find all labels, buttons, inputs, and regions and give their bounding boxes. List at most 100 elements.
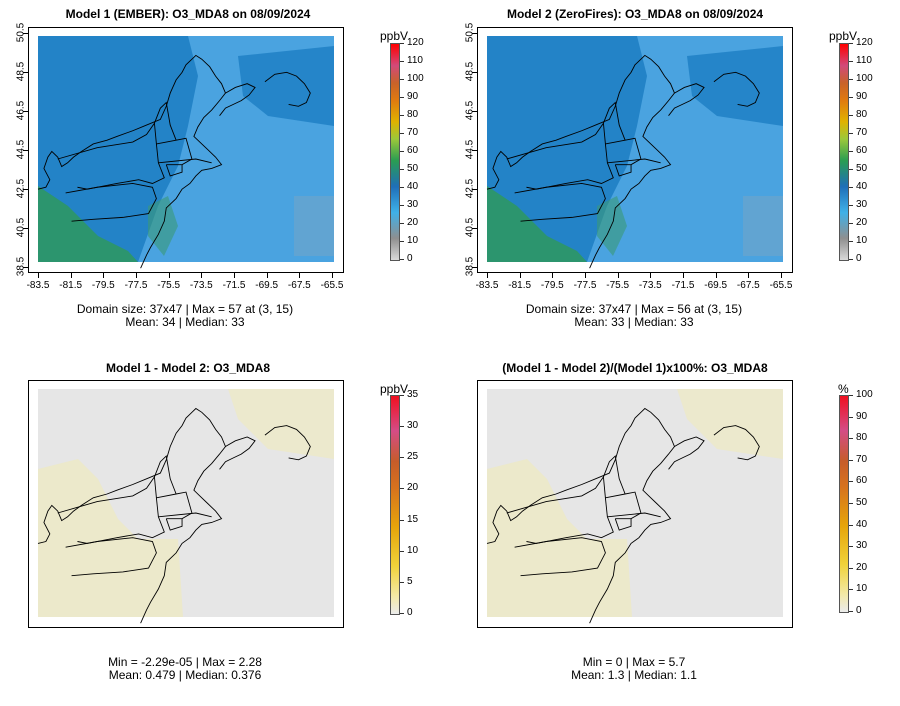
colorbar-units: ppbV [380, 382, 409, 396]
x-tick-label: -79.5 [91, 280, 115, 291]
colorbar-tick [849, 395, 853, 396]
map-plot [29, 36, 334, 272]
x-tick-label: -71.5 [222, 280, 246, 291]
x-tick-label: -81.5 [59, 280, 83, 291]
y-tick-mark [472, 150, 477, 151]
colorbar-label: 15 [407, 513, 419, 525]
colorbar-tick [400, 115, 404, 116]
stat-line-1: Min = -2.29e-05 | Max = 2.28 [108, 655, 262, 669]
y-tick-mark [23, 72, 28, 73]
colorbar-label: 110 [856, 55, 872, 66]
colorbar-label: 70 [407, 127, 419, 138]
colorbar-tick [400, 97, 404, 98]
y-tick-label: 50.5 [15, 22, 27, 43]
map-plot [478, 36, 783, 272]
colorbar-tick [849, 611, 853, 612]
stat-line-2: Mean: 34 | Median: 33 [125, 315, 245, 329]
colorbar-label: 80 [856, 109, 868, 120]
x-tick-label: -83.5 [475, 280, 499, 291]
stat-line-2: Mean: 33 | Median: 33 [574, 315, 694, 329]
stat-line-1: Domain size: 37x47 | Max = 56 at (3, 15) [525, 302, 743, 316]
colorbar-label: 20 [407, 217, 419, 228]
colorbar-units: ppbV [829, 29, 858, 43]
colorbar-tick [849, 187, 853, 188]
x-tick-label: -67.5 [287, 280, 311, 291]
colorbar-tick [849, 567, 853, 569]
colorbar-tick [400, 613, 404, 614]
concentration-field [38, 36, 334, 262]
colorbar-tick [400, 223, 404, 224]
colorbar-label: 20 [407, 482, 419, 494]
x-tick-label: -69.5 [704, 280, 728, 291]
colorbar-label: 5 [407, 575, 413, 587]
y-tick-label: 42.5 [15, 178, 27, 199]
boundary-lines [487, 409, 759, 624]
colorbar-gradient [839, 395, 849, 613]
x-tick-mark [168, 273, 170, 278]
y-tick-label: 40.5 [15, 217, 27, 238]
boundary-lines [487, 55, 759, 268]
y-tick-label: 38.5 [464, 256, 476, 277]
colorbar-tick [400, 581, 404, 583]
y-tick-mark [23, 228, 28, 229]
x-tick-mark [617, 273, 619, 278]
y-tick-mark [23, 267, 28, 268]
x-tick-label: -65.5 [769, 280, 793, 291]
map-frame [28, 27, 344, 273]
colorbar-tick [849, 416, 853, 418]
y-tick-label: 44.5 [15, 139, 27, 160]
colorbar-label: 80 [856, 432, 868, 444]
colorbar-gradient [390, 395, 400, 615]
colorbar-tick [849, 503, 853, 504]
colorbar-gradient [839, 43, 849, 261]
panel-title: Model 1 (EMBER): O3_MDA8 on 08/09/2024 [65, 7, 311, 21]
colorbar-label: 70 [856, 127, 868, 138]
y-tick-label: 46.5 [464, 100, 476, 121]
y-tick-mark [472, 267, 477, 268]
colorbar-tick [400, 519, 404, 521]
concentration-field [487, 36, 783, 262]
stat-line-2: Mean: 0.479 | Median: 0.376 [108, 668, 262, 682]
x-tick-label: -65.5 [320, 280, 344, 291]
colorbar-label: 10 [856, 235, 868, 246]
colorbar-tick [849, 223, 853, 224]
colorbar-tick [400, 187, 404, 188]
y-tick-label: 48.5 [464, 61, 476, 82]
colorbar-label: 30 [856, 540, 868, 552]
colorbar-label: 110 [407, 55, 423, 66]
x-tick-mark [552, 273, 554, 278]
colorbar-label: 30 [407, 199, 419, 210]
x-tick-label: -83.5 [26, 280, 50, 291]
y-tick-mark [472, 228, 477, 229]
colorbar-label: 40 [856, 518, 868, 530]
stat-line-1: Domain size: 37x47 | Max = 57 at (3, 15) [76, 302, 294, 316]
map-frame [477, 27, 793, 273]
colorbar-label: 0 [407, 253, 413, 264]
x-tick-mark [585, 273, 586, 278]
map-frame [28, 380, 344, 628]
colorbar-label: 40 [407, 181, 419, 192]
colorbar-tick [400, 241, 404, 242]
x-tick-label: -79.5 [540, 280, 564, 291]
y-tick-label: 50.5 [464, 22, 476, 43]
colorbar-label: 0 [856, 605, 862, 616]
difference-field [487, 389, 783, 617]
colorbar-units: % [838, 382, 849, 396]
x-tick-mark [234, 273, 235, 278]
x-tick-label: -67.5 [736, 280, 760, 291]
stat-line-1: Min = 0 | Max = 5.7 [582, 655, 686, 669]
x-tick-label: -71.5 [671, 280, 695, 291]
x-tick-mark [136, 273, 137, 278]
colorbar-label: 30 [407, 420, 419, 432]
colorbar-tick [400, 151, 404, 152]
panel-title: (Model 1 - Model 2)/(Model 1)x100%: O3_M… [502, 361, 768, 375]
x-tick-mark [201, 273, 203, 278]
x-tick-mark [38, 273, 39, 278]
y-tick-mark [472, 33, 477, 34]
colorbar-label: 50 [407, 163, 419, 174]
x-tick-mark [650, 273, 652, 278]
x-tick-mark [781, 273, 782, 278]
y-tick-mark [472, 189, 477, 190]
colorbar-tick [400, 426, 404, 428]
y-tick-mark [472, 111, 477, 112]
